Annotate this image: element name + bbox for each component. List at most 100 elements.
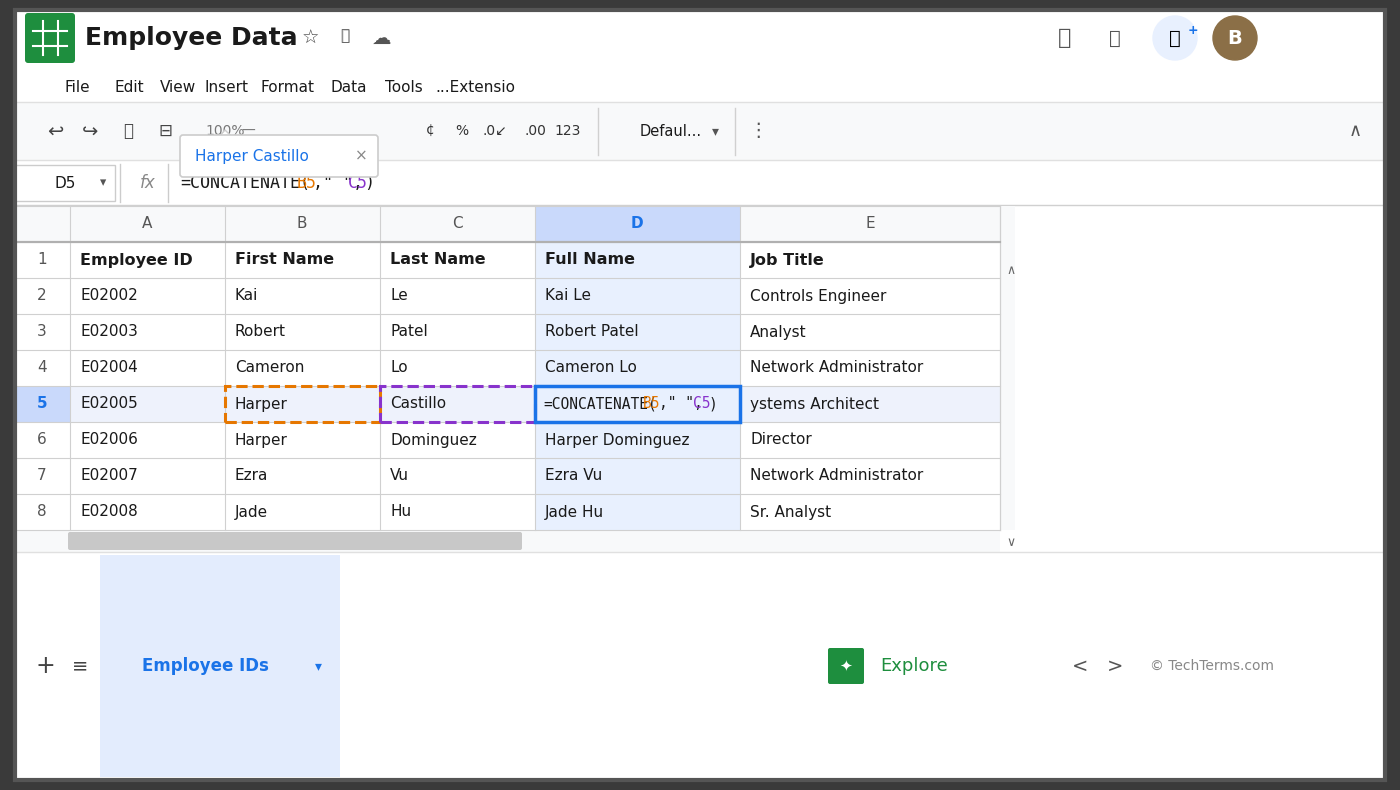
Bar: [225, 206, 379, 242]
Text: 6: 6: [38, 432, 46, 447]
Bar: [15, 494, 70, 530]
Text: <: <: [1072, 656, 1088, 675]
Text: D5: D5: [55, 175, 76, 190]
Text: First Name: First Name: [235, 253, 335, 268]
Text: C: C: [452, 216, 462, 231]
Text: Controls Engineer: Controls Engineer: [750, 288, 886, 303]
Text: Employee IDs: Employee IDs: [141, 657, 269, 675]
Bar: [15, 278, 70, 314]
Polygon shape: [218, 130, 232, 138]
Text: ☁: ☁: [372, 28, 392, 47]
Text: Robert: Robert: [235, 325, 286, 340]
Text: Network Administrator: Network Administrator: [750, 468, 923, 483]
Bar: [15, 165, 115, 201]
Text: 🕐: 🕐: [1058, 28, 1071, 48]
Text: Jade Hu: Jade Hu: [545, 505, 605, 520]
Text: Director: Director: [750, 432, 812, 447]
Text: 100%: 100%: [204, 124, 245, 138]
Text: Ezra: Ezra: [235, 468, 269, 483]
Text: 2: 2: [38, 288, 46, 303]
Text: Ezra Vu: Ezra Vu: [545, 468, 602, 483]
Text: Castillo: Castillo: [391, 397, 447, 412]
Text: 8: 8: [38, 505, 46, 520]
Text: B: B: [297, 216, 307, 231]
Bar: [535, 458, 741, 494]
Text: ↪: ↪: [81, 122, 98, 141]
Text: ↩: ↩: [46, 122, 63, 141]
Text: Tools: Tools: [385, 80, 423, 95]
Text: Data: Data: [330, 80, 367, 95]
Bar: [15, 350, 70, 386]
Text: E: E: [865, 216, 875, 231]
Text: fx: fx: [140, 174, 155, 192]
Circle shape: [1212, 16, 1257, 60]
FancyBboxPatch shape: [25, 13, 76, 63]
Text: File: File: [64, 80, 91, 95]
Bar: [70, 422, 225, 458]
Text: ∧: ∧: [1348, 122, 1362, 140]
Text: Employee Data: Employee Data: [85, 26, 298, 50]
Text: ): ): [708, 397, 718, 412]
Bar: [535, 314, 741, 350]
Bar: [379, 278, 535, 314]
Text: Le: Le: [391, 288, 407, 303]
Text: ≡: ≡: [71, 656, 88, 675]
Text: 123: 123: [554, 124, 581, 138]
Bar: [379, 242, 535, 278]
Text: Explore: Explore: [881, 657, 948, 675]
Text: Kai: Kai: [235, 288, 259, 303]
Bar: [535, 422, 741, 458]
Bar: [15, 10, 1385, 72]
Bar: [741, 242, 1000, 278]
Text: Edit: Edit: [115, 80, 144, 95]
Text: E02008: E02008: [80, 505, 137, 520]
Bar: [225, 386, 379, 422]
Text: ): ): [364, 174, 374, 192]
Bar: [225, 350, 379, 386]
Text: 👤: 👤: [1169, 28, 1180, 47]
Text: ∧: ∧: [1007, 264, 1015, 276]
Text: ▾: ▾: [711, 124, 718, 138]
Text: Harper Castillo: Harper Castillo: [195, 149, 309, 164]
Text: ☆: ☆: [301, 28, 319, 47]
Text: 1: 1: [38, 253, 46, 268]
Text: Dominguez: Dominguez: [391, 432, 477, 447]
FancyBboxPatch shape: [69, 532, 522, 550]
Text: =CONCATENATE(: =CONCATENATE(: [543, 397, 657, 412]
Bar: [535, 206, 741, 242]
Bar: [225, 242, 379, 278]
Text: ," ",: ," ",: [314, 174, 363, 192]
Bar: [99, 555, 340, 777]
Text: A: A: [141, 216, 153, 231]
Bar: [70, 314, 225, 350]
Text: C5: C5: [349, 174, 368, 192]
Text: ystems Architect: ystems Architect: [750, 397, 879, 412]
Bar: [225, 314, 379, 350]
Bar: [379, 422, 535, 458]
Text: Harper: Harper: [235, 397, 288, 412]
Bar: [70, 242, 225, 278]
Bar: [535, 494, 741, 530]
Text: Cameron Lo: Cameron Lo: [545, 360, 637, 375]
Text: Insert: Insert: [204, 80, 249, 95]
Text: Analyst: Analyst: [750, 325, 806, 340]
Text: E02002: E02002: [80, 288, 137, 303]
Bar: [741, 206, 1000, 242]
Bar: [225, 422, 379, 458]
Text: ," ",: ," ",: [659, 397, 703, 412]
Text: +: +: [1187, 24, 1198, 36]
Text: >: >: [1107, 656, 1123, 675]
Bar: [741, 386, 1000, 422]
Bar: [15, 103, 1385, 160]
Text: 4: 4: [38, 360, 46, 375]
Text: Full Name: Full Name: [545, 253, 636, 268]
Bar: [379, 206, 535, 242]
Bar: [741, 422, 1000, 458]
Bar: [225, 494, 379, 530]
Text: ▾: ▾: [99, 176, 106, 190]
Text: .00: .00: [524, 124, 546, 138]
Text: E02003: E02003: [80, 325, 137, 340]
Text: ¢: ¢: [426, 124, 434, 138]
Text: Defaul...: Defaul...: [640, 123, 703, 138]
Text: © TechTerms.com: © TechTerms.com: [1149, 659, 1274, 673]
